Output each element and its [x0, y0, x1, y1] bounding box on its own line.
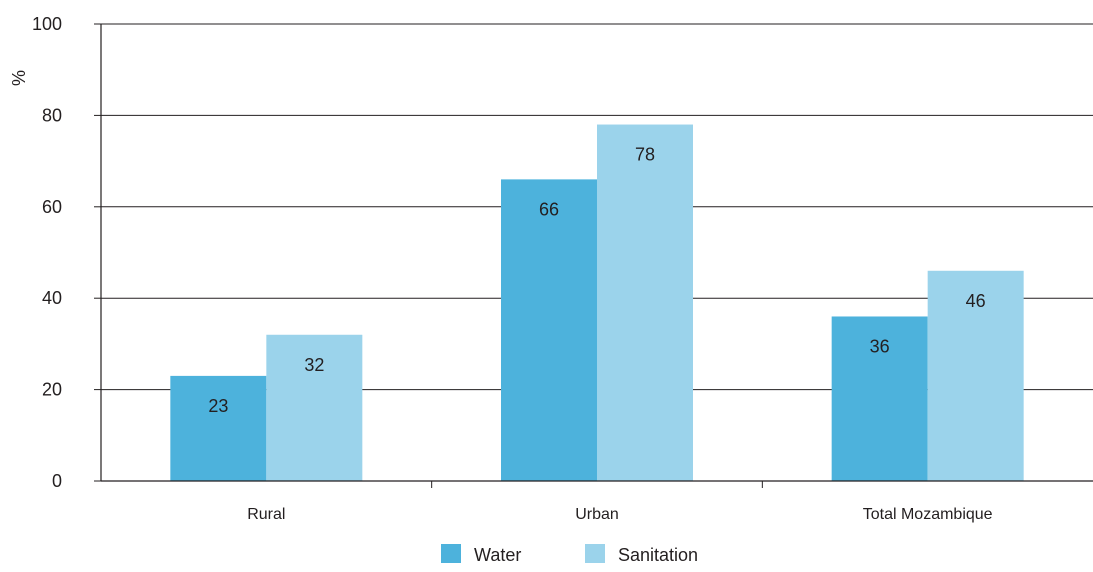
- x-category-label-rural: Rural: [247, 506, 285, 523]
- bar-water-rural: [170, 375, 267, 481]
- data-label-water-urban: 66: [539, 199, 559, 219]
- legend-swatch-water: [441, 544, 461, 563]
- y-tick-label-40: 40: [42, 288, 62, 308]
- y-tick-label-0: 0: [52, 471, 62, 491]
- bar-sanitation-urban: [597, 124, 693, 481]
- bar-sanitation-rural: [266, 334, 363, 481]
- bar-water-urban: [501, 179, 597, 481]
- data-label-sanitation-total-mozambique: 46: [966, 291, 986, 311]
- legend-label-sanitation: Sanitation: [618, 545, 698, 565]
- bar-sanitation-total-mozambique: [927, 270, 1024, 481]
- axes: [94, 23, 1093, 488]
- bar-water-total-mozambique: [831, 316, 928, 481]
- bars: [170, 124, 1024, 481]
- legend-label-water: Water: [474, 545, 521, 565]
- y-tick-label-60: 60: [42, 197, 62, 217]
- labels: 0 20 40 60 80 100 23 32 Rural 66 78 Urban 36 46 Total …: [32, 14, 993, 523]
- data-label-water-total-mozambique: 36: [870, 336, 890, 356]
- legend: Water Sanitation: [441, 544, 698, 565]
- y-tick-label-20: 20: [42, 380, 62, 400]
- data-label-water-rural: 23: [208, 396, 228, 416]
- y-tick-label-80: 80: [42, 105, 62, 125]
- data-label-sanitation-rural: 32: [304, 355, 324, 375]
- y-tick-label-100: 100: [32, 14, 62, 34]
- x-category-label-total-mozambique: Total Mozambique: [863, 506, 993, 523]
- data-label-sanitation-urban: 78: [635, 145, 655, 165]
- y-axis-label: %: [9, 70, 29, 86]
- legend-swatch-sanitation: [585, 544, 605, 563]
- x-category-label-urban: Urban: [575, 506, 619, 523]
